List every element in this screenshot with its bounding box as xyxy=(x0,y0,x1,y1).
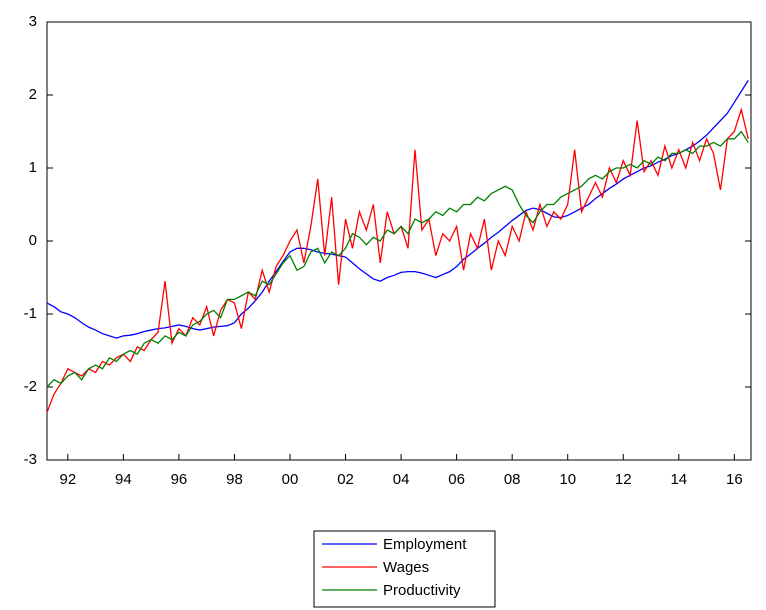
line-series xyxy=(46,130,749,388)
y-tick-label: 2 xyxy=(29,86,37,103)
y-tick-label: 0 xyxy=(29,232,37,249)
legend-label: Employment xyxy=(383,536,467,553)
x-tick-label: 16 xyxy=(726,471,743,488)
plot-frame xyxy=(46,21,752,461)
y-tick-label: -2 xyxy=(24,378,37,395)
x-tick-label: 04 xyxy=(393,471,410,488)
x-tick-label: 10 xyxy=(559,471,576,488)
x-tick-label: 14 xyxy=(670,471,687,488)
x-tick-label: 06 xyxy=(448,471,465,488)
x-tick-label: 98 xyxy=(226,471,243,488)
y-tick-label: -3 xyxy=(24,451,37,468)
x-tick-label: 02 xyxy=(337,471,354,488)
legend-label: Productivity xyxy=(383,582,461,599)
x-tick-label: 00 xyxy=(282,471,299,488)
line-series xyxy=(46,107,749,413)
y-tick-label: 3 xyxy=(29,13,37,30)
line-series xyxy=(46,80,749,339)
x-tick-label: 96 xyxy=(171,471,188,488)
y-tick-label: 1 xyxy=(29,159,37,176)
x-tick-label: 92 xyxy=(59,471,76,488)
x-tick-label: 94 xyxy=(115,471,132,488)
x-tick-label: 12 xyxy=(615,471,632,488)
legend-label: Wages xyxy=(383,559,429,576)
y-tick-label: -1 xyxy=(24,305,37,322)
x-tick-label: 08 xyxy=(504,471,521,488)
